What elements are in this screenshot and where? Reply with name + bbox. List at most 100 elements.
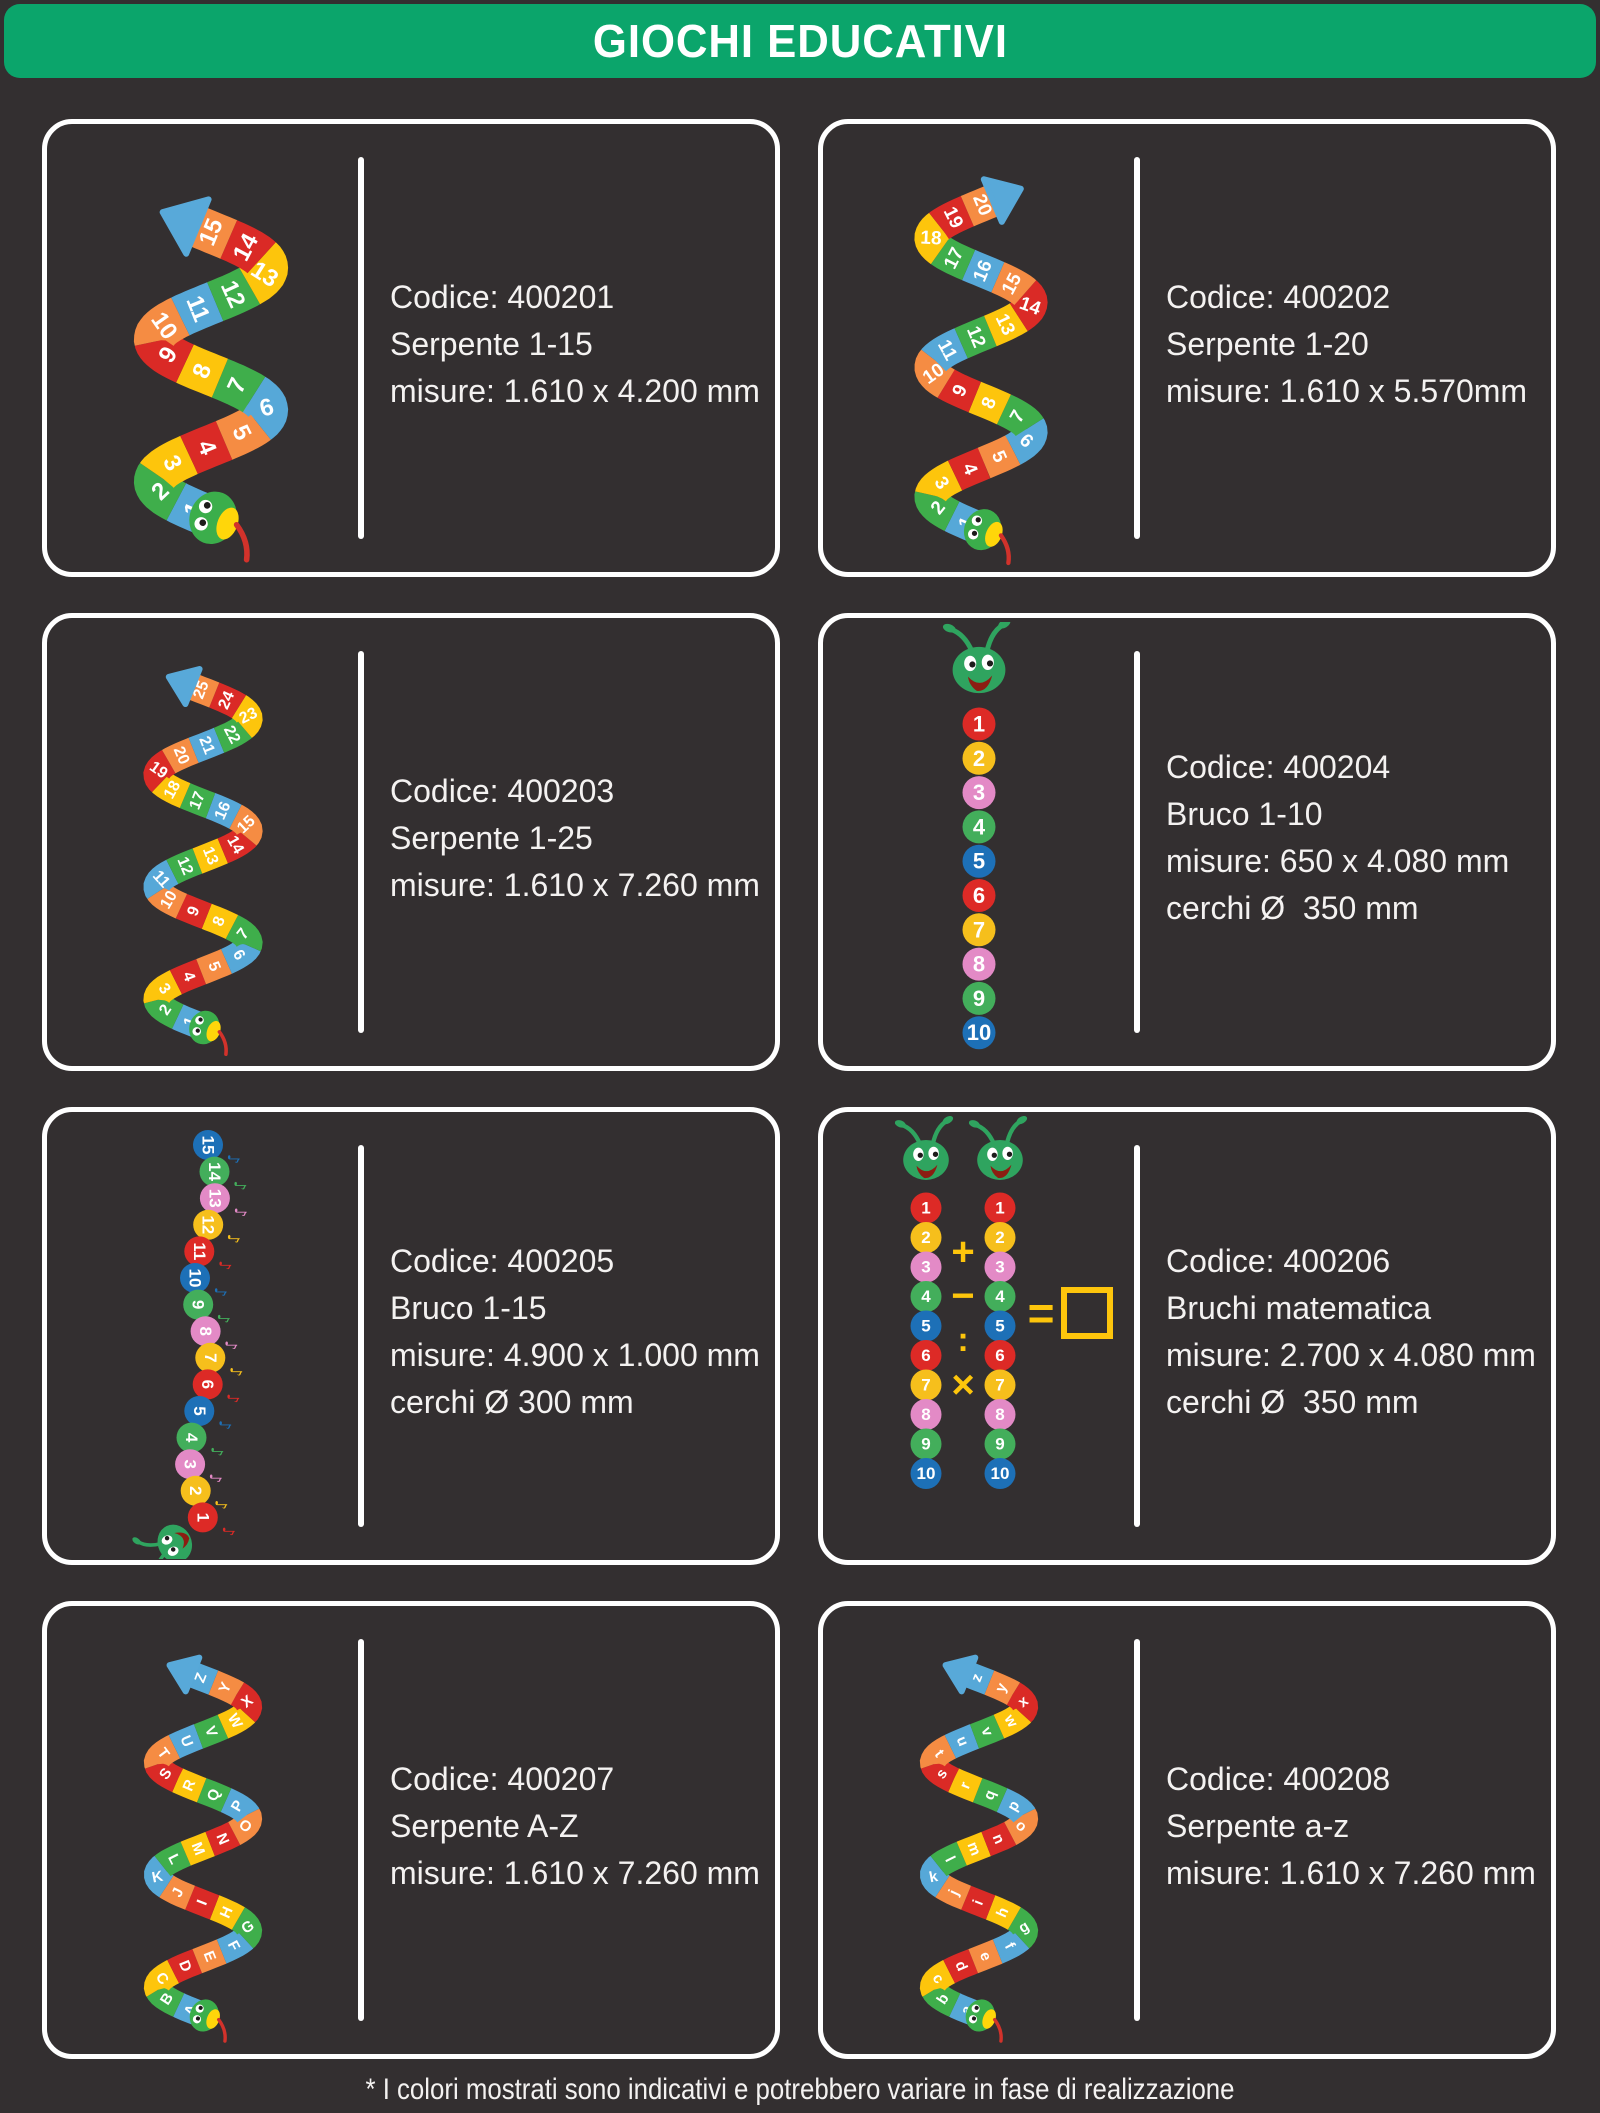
circle-label: 10 <box>990 1464 1009 1483</box>
circle-label: 7 <box>921 1376 930 1395</box>
numbered-circle <box>910 1251 941 1283</box>
product-name: Serpente a-z <box>1166 1807 1350 1844</box>
circle-label: 9 <box>921 1435 930 1454</box>
snake-tongue <box>998 533 1011 566</box>
numbered-circle <box>984 1428 1015 1460</box>
snake-segment <box>133 205 288 537</box>
math-symbol: + <box>951 1230 974 1274</box>
product-measure: misure: 650 x 4.080 mm <box>1166 843 1510 879</box>
math-symbol: × <box>951 1363 974 1407</box>
circle-label: 8 <box>995 1405 1004 1424</box>
snake-tongue <box>992 2017 1003 2043</box>
circle-label: 10 <box>966 1020 990 1045</box>
numbered-circle <box>192 1369 223 1400</box>
snake-segment-label: M <box>187 1840 207 1858</box>
numbered-circle <box>910 1281 941 1312</box>
circle-label: 9 <box>188 1300 207 1309</box>
snake-tail-icon <box>159 196 212 257</box>
numbered-circle <box>910 1340 941 1371</box>
snake-tail-icon <box>942 1654 978 1695</box>
divider-line <box>1134 1639 1140 2021</box>
snake-head-icon <box>188 491 250 563</box>
circle-label: 5 <box>921 1317 930 1336</box>
bruco-1-15-illustration: 15 ♪ 14 ♪ 13 ♪ 12 ♪ 11 ♪ 10 ♪ 9 ♪ 8 ♪ 7 ♪ 6 ♪ 5 ♪ 4 ♪ 3 ♪ 2 ♪ 1 ♪ <box>47 1112 358 1560</box>
snake-head-icon <box>965 1999 1003 2043</box>
snake-head-icon <box>963 509 1011 566</box>
snake-segment-label: l <box>941 1854 958 1865</box>
product-info: Codice: 400207 Serpente A-Z misure: 1.61… <box>364 1606 775 2054</box>
music-note-icon: ♪ <box>226 1367 245 1377</box>
snake-segment <box>913 183 1048 545</box>
circle-label: 1 <box>972 712 984 737</box>
snake-segment-label: m <box>963 1839 984 1858</box>
circle-label: 5 <box>995 1317 1004 1336</box>
divider-line <box>358 157 364 539</box>
numbered-circle <box>962 947 995 981</box>
product-info: Codice: 400203 Serpente 1-25 misure: 1.6… <box>364 618 775 1066</box>
product-measure: misure: 4.900 x 1.000 mm <box>390 1337 760 1373</box>
circle-label: 8 <box>196 1326 215 1335</box>
circle-label: 2 <box>995 1228 1004 1247</box>
numbered-circle <box>984 1222 1015 1253</box>
numbered-circle <box>176 1422 206 1453</box>
music-note-icon: ♪ <box>207 1446 226 1456</box>
product-card-400204: 1 2 3 4 5 6 7 8 9 10 Codice: 400204 Bruco 1-10 mi… <box>818 613 1556 1071</box>
snake-segment-label: 18 <box>919 228 941 250</box>
product-name: Bruco 1-10 <box>1166 796 1323 832</box>
numbered-circle <box>910 1310 941 1342</box>
snake-tongue <box>216 2017 227 2043</box>
circle-label: 3 <box>995 1258 1004 1277</box>
divider-line <box>1134 157 1140 539</box>
circle-label: 6 <box>921 1346 930 1365</box>
numbered-circle <box>984 1399 1015 1430</box>
circle-label: 8 <box>921 1405 930 1424</box>
snake-segment <box>143 1660 262 2028</box>
serpente-1-25-illustration: 1 2 3 4 5 6 7 8 9 10 11 12 13 14 15 16 17 18 19 20 21 22 23 24 2… <box>47 618 358 1066</box>
product-info: Codice: 400201 Serpente 1-15 misure: 1.6… <box>364 124 775 572</box>
music-note-icon: ♪ <box>223 1393 242 1403</box>
numbered-circle <box>192 1130 223 1160</box>
antenna <box>135 1539 163 1547</box>
snake-segment <box>133 205 288 537</box>
circle-label: 7 <box>995 1376 1004 1395</box>
music-note-icon: ♪ <box>218 1526 237 1536</box>
numbered-circle <box>962 844 995 878</box>
product-code: Codice: 400205 <box>390 1243 615 1279</box>
circle-label: 13 <box>205 1189 224 1208</box>
snake-segment-label: 21 <box>195 734 217 757</box>
equals-sign: = <box>1027 1287 1054 1339</box>
numbered-circle <box>174 1449 205 1480</box>
numbered-circle <box>910 1399 941 1430</box>
caterpillar-head-icon <box>131 1524 192 1559</box>
numbered-circle <box>962 741 995 775</box>
snake-segment <box>913 183 1048 545</box>
circle-label: 10 <box>916 1464 935 1483</box>
product-name: Serpente A-Z <box>390 1807 579 1844</box>
circle-label: 5 <box>972 849 984 874</box>
numbered-circle <box>910 1369 941 1401</box>
snake-segment-label: 20 <box>169 744 192 767</box>
snake-tongue <box>233 521 250 563</box>
circle-label: 4 <box>182 1433 201 1443</box>
product-info: Codice: 400208 Serpente a-z misure: 1.61… <box>1140 1606 1551 2054</box>
antenna <box>930 1118 949 1147</box>
numbered-circle <box>190 1316 221 1347</box>
music-note-icon: ♪ <box>224 1154 243 1164</box>
numbered-circle <box>910 1222 941 1253</box>
circle-label: 6 <box>198 1380 217 1389</box>
music-note-icon: ♪ <box>215 1420 234 1430</box>
product-code: Codice: 400202 <box>1166 278 1391 315</box>
circle-label: 1 <box>921 1199 930 1218</box>
caterpillar-head-icon <box>894 1116 953 1180</box>
circle-label: 9 <box>995 1435 1004 1454</box>
numbered-circle <box>984 1310 1015 1342</box>
numbered-circle <box>962 776 995 810</box>
product-info: Codice: 400204 Bruco 1-10 misure: 650 x … <box>1140 618 1551 1066</box>
